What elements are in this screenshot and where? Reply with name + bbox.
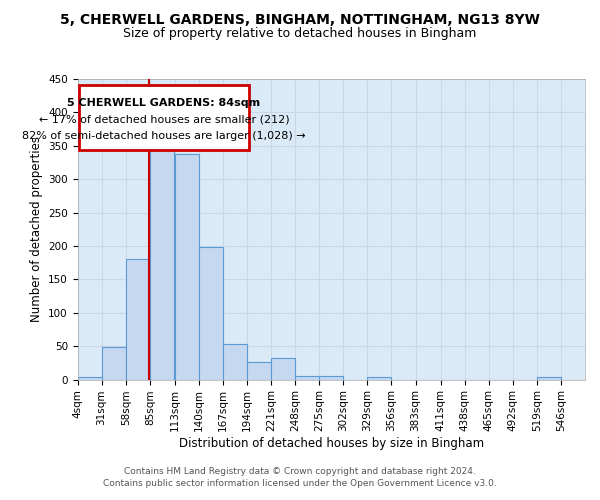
Text: ← 17% of detached houses are smaller (212): ← 17% of detached houses are smaller (21… [39,114,289,124]
Bar [271,358,295,380]
Y-axis label: Number of detached properties: Number of detached properties [29,136,43,322]
Text: Size of property relative to detached houses in Bingham: Size of property relative to detached ho… [124,28,476,40]
Bar [319,376,343,380]
Bar [175,154,199,380]
Text: 5 CHERWELL GARDENS: 84sqm: 5 CHERWELL GARDENS: 84sqm [67,98,260,108]
Bar [77,377,101,380]
Bar [367,377,391,380]
Text: Contains HM Land Registry data © Crown copyright and database right 2024.
Contai: Contains HM Land Registry data © Crown c… [103,466,497,487]
Bar [126,258,150,380]
Bar [79,85,249,150]
Bar [223,344,247,380]
Text: 5, CHERWELL GARDENS, BINGHAM, NOTTINGHAM, NG13 8YW: 5, CHERWELL GARDENS, BINGHAM, NOTTINGHAM… [60,12,540,26]
Bar [150,132,174,380]
Bar [537,377,561,380]
Bar [199,248,223,380]
Bar [101,347,126,380]
Text: 82% of semi-detached houses are larger (1,028) →: 82% of semi-detached houses are larger (… [22,131,306,141]
Bar [247,362,271,380]
X-axis label: Distribution of detached houses by size in Bingham: Distribution of detached houses by size … [179,437,484,450]
Bar [295,376,319,380]
